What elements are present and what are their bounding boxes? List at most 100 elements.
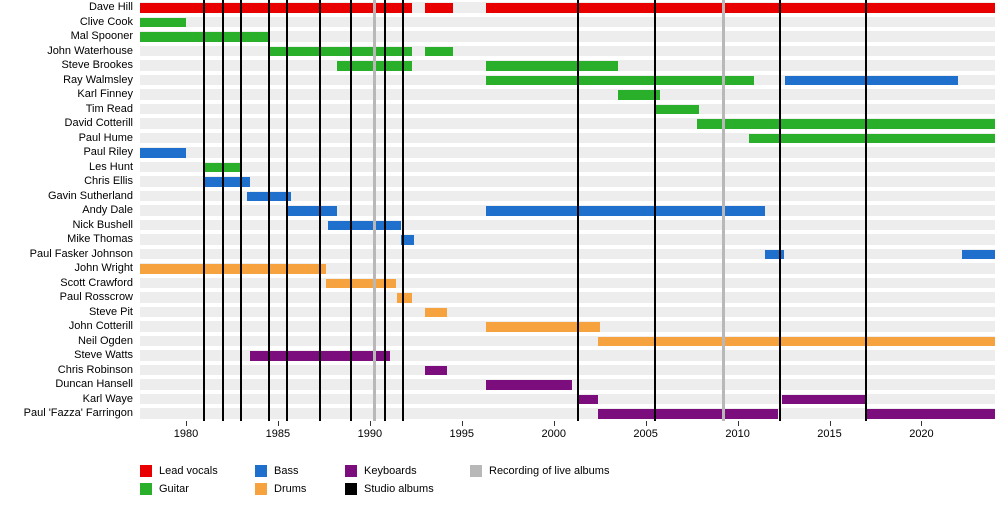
member-label: Les Hunt (88, 160, 133, 173)
legend-item: Keyboards (345, 462, 434, 479)
legend-swatch (255, 464, 267, 477)
tenure-bar-bass (327, 220, 402, 231)
x-axis-tick (369, 421, 371, 426)
tenure-bar-drums (140, 264, 326, 274)
member-label: Steve Watts (74, 349, 133, 362)
member-label: Paul Fasker Johnson (29, 247, 133, 260)
member-label: Ray Walmsley (63, 73, 133, 86)
member-label: Scott Crawford (60, 276, 133, 289)
member-labels: Dave Hill Clive Cook Mal Spooner John Water… (0, 0, 136, 421)
legend-column: Lead vocals Guitar (140, 462, 218, 498)
member-label: Mike Thomas (67, 233, 133, 246)
x-axis-tick (645, 421, 647, 426)
tenure-bar-keyboards (485, 380, 573, 390)
legend-label: Lead vocals (159, 464, 218, 477)
tenure-bar-bass (785, 75, 959, 86)
tenure-bar-drums (325, 278, 396, 289)
tenure-bar-guitar (697, 119, 995, 129)
member-row (140, 145, 995, 160)
member-label: Gavin Sutherland (48, 189, 133, 202)
tenure-bar-bass (765, 249, 784, 260)
studio-album-line (319, 0, 322, 421)
member-row (140, 290, 995, 305)
member-label: Steve Pit (88, 305, 133, 318)
member-row (140, 406, 995, 421)
studio-album-line (221, 0, 224, 421)
x-axis-tick-label: 2010 (725, 428, 750, 440)
member-label: Dave Hill (88, 1, 133, 13)
member-label: Mal Spooner (70, 30, 133, 43)
x-axis-tick (185, 421, 187, 426)
tenure-bar-guitar (748, 133, 995, 144)
legend-swatch (345, 482, 357, 495)
studio-album-line (383, 0, 386, 421)
tenure-bar-drums (597, 336, 995, 347)
member-row (140, 363, 995, 378)
x-axis-tick (277, 421, 279, 426)
x-axis-tick (461, 421, 463, 426)
member-label: Neil Ogden (77, 334, 133, 347)
member-label: John Waterhouse (47, 44, 133, 57)
studio-album-line (576, 0, 579, 421)
member-row (140, 334, 995, 349)
x-axis-tick-label: 2015 (817, 428, 842, 440)
member-label: Duncan Hansell (55, 378, 133, 391)
legend-swatch (345, 464, 357, 477)
x-axis-tick-label: 1990 (357, 428, 383, 440)
member-row (140, 0, 995, 15)
tenure-bar-drums (424, 307, 448, 318)
legend-label: Guitar (159, 482, 189, 495)
x-axis: 1980 1985 1990 1995 2000 2005 2010 2015 2020 (140, 421, 995, 455)
member-label: Steve Brookes (61, 59, 133, 72)
legend-item: Bass (255, 462, 306, 479)
member-row (140, 392, 995, 407)
member-label: Chris Ellis (84, 175, 133, 188)
tenure-bar-bass (961, 249, 995, 260)
tenure-bar-lead_vocals (485, 3, 995, 13)
legend-label: Drums (274, 482, 307, 495)
tenure-bar-bass (140, 148, 186, 158)
x-axis-tick-label: 1980 (173, 428, 199, 440)
tenure-bar-keyboards (781, 394, 867, 405)
studio-album-line (267, 0, 270, 421)
live-recording-line (372, 0, 376, 421)
member-row (140, 73, 995, 88)
studio-album-line (240, 0, 243, 421)
legend: Lead vocals Guitar Bass Drums Keyboards Studi… (0, 462, 1000, 502)
legend-label: Keyboards (364, 464, 417, 477)
studio-album-line (286, 0, 289, 421)
x-axis-tick-label: 1985 (265, 428, 291, 440)
x-axis-tick-label: 2005 (633, 428, 658, 440)
x-axis-tick-label: 2020 (909, 428, 934, 440)
member-label: Paul Rosscrow (59, 291, 133, 304)
studio-album-line (653, 0, 656, 421)
studio-album-line (203, 0, 206, 421)
member-row (140, 44, 995, 59)
legend-column: Bass Drums (255, 462, 306, 498)
tenure-bar-guitar (485, 61, 619, 71)
legend-column: Keyboards Studio albums (345, 462, 434, 498)
member-row (140, 276, 995, 291)
tenure-bar-keyboards (866, 409, 995, 419)
member-row (140, 377, 995, 392)
tenure-bar-lead_vocals (424, 3, 453, 13)
tenure-bar-guitar (485, 75, 755, 86)
member-label: John Cotterill (68, 320, 133, 333)
tenure-bar-bass (401, 235, 414, 245)
legend-swatch (255, 482, 267, 495)
tenure-bar-keyboards (577, 394, 598, 405)
tenure-bar-drums (485, 322, 600, 332)
member-row (140, 87, 995, 102)
tenure-bar-guitar (618, 90, 661, 100)
member-row (140, 203, 995, 218)
member-label: David Cotterill (64, 117, 133, 130)
tenure-bar-bass (287, 206, 337, 216)
member-row (140, 102, 995, 117)
x-axis-tick (921, 421, 923, 426)
legend-column: Recording of live albums (470, 462, 609, 480)
tenure-bar-guitar (424, 46, 453, 57)
member-label: Tim Read (85, 102, 133, 115)
member-label: Andy Dale (82, 204, 133, 217)
member-label: Karl Finney (77, 88, 133, 101)
member-row (140, 131, 995, 146)
